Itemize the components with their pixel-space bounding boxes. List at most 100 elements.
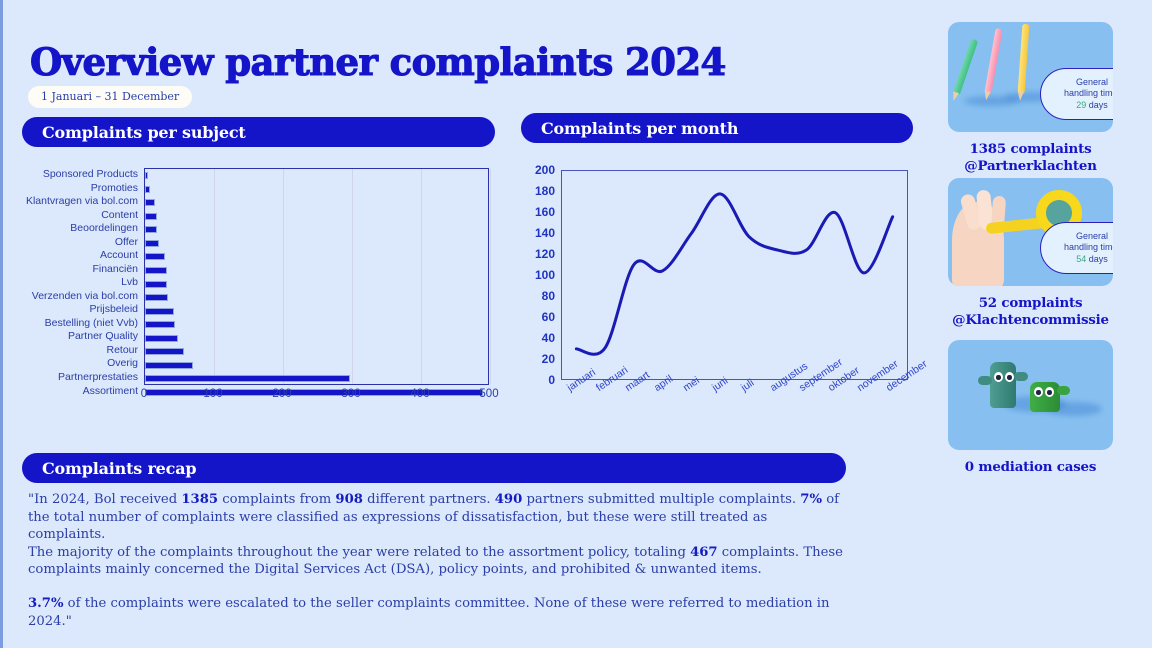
bar-chart-category-label: Assortiment xyxy=(82,384,138,397)
bubble-value-row: 54 days xyxy=(1076,254,1108,266)
cactus-green-icon xyxy=(1030,382,1060,412)
cactus-photo xyxy=(948,340,1113,450)
line-chart-x-axis: januari februari maart april mei juni juli augu… xyxy=(561,356,929,434)
section-header-complaints-per-subject: Complaints per subject xyxy=(22,117,495,147)
recap-stat-total-complaints: 1385 xyxy=(181,492,219,507)
pencil-yellow-icon xyxy=(1017,23,1030,95)
recap-stat-assortment: 467 xyxy=(690,544,718,560)
bar-chart-category-label: Prijsbeleid xyxy=(89,303,138,316)
card-caption-line1: 1385 complaints xyxy=(969,141,1092,157)
line-chart-y-tick: 100 xyxy=(534,268,555,282)
recap-paragraph-3: 3.7% of the complaints were escalated to… xyxy=(28,595,830,629)
section-header-label: Complaints per month xyxy=(541,118,739,138)
card-caption: 52 complaints @Klachtencommissie xyxy=(948,295,1113,329)
bar-chart-bar xyxy=(145,388,484,396)
cactus-teal-icon xyxy=(990,362,1016,408)
bar-chart-category-label: Beoordelingen xyxy=(70,222,138,235)
bar-chart-category-label: Sponsored Products xyxy=(42,168,138,180)
bar-chart-bar xyxy=(145,266,168,274)
bar-chart-x-tick: 300 xyxy=(341,388,361,400)
stat-card-klachtencommissie: General handling time: 54 days 52 compla… xyxy=(948,178,1113,329)
bar-chart-bar-row xyxy=(145,196,488,210)
bar-chart-bar-row xyxy=(145,345,488,359)
line-chart-y-tick: 140 xyxy=(534,226,555,240)
card-caption: 1385 complaints @Partnerklachten xyxy=(948,141,1113,175)
cactus-eye-icon xyxy=(1034,387,1043,397)
line-chart-y-tick: 60 xyxy=(541,310,555,324)
line-chart-y-tick: 160 xyxy=(534,205,555,219)
card-caption-line2: @Partnerklachten xyxy=(964,158,1097,174)
bar-chart-gridline xyxy=(283,169,284,384)
line-chart-y-tick: 120 xyxy=(534,247,555,261)
bar-chart-gridline xyxy=(421,169,422,384)
recap-stat-multiple: 490 xyxy=(494,492,523,507)
cactus-eye-icon xyxy=(1045,387,1054,397)
bar-chart-bar xyxy=(145,212,158,220)
line-chart-y-tick: 20 xyxy=(541,352,555,366)
recap-stat-partners: 908 xyxy=(335,492,363,507)
card-caption-line2: @Klachtencommissie xyxy=(952,312,1109,328)
bar-chart-category-label: Retour xyxy=(106,343,138,356)
bar-chart-bar xyxy=(145,321,176,329)
line-chart-y-tick: 180 xyxy=(534,184,555,198)
bubble-label-line2: handling time: xyxy=(1063,242,1113,253)
bar-chart-bar-row xyxy=(145,183,488,197)
page-title: Overview partner complaints 2024 xyxy=(29,39,726,84)
stat-card-mediation: 0 mediation cases xyxy=(948,340,1113,476)
pencil-green-icon xyxy=(952,38,979,96)
complaints-recap-text: "In 2024, Bol received 1385 complaints f… xyxy=(28,491,848,630)
bar-chart-category-label: Bestelling (niet Vvb) xyxy=(44,316,138,329)
section-header-complaints-per-month: Complaints per month xyxy=(521,113,913,143)
bar-chart-bar-row xyxy=(145,169,488,183)
left-edge-rail xyxy=(0,0,3,648)
section-header-label: Complaints recap xyxy=(42,458,197,478)
bar-chart-bar-row xyxy=(145,372,488,386)
line-chart-y-tick: 80 xyxy=(541,289,555,303)
cactus-eye-icon xyxy=(1005,372,1014,382)
line-chart-plot-area xyxy=(561,170,908,380)
bar-chart-gridline xyxy=(352,169,353,384)
bubble-value-row: 29 days xyxy=(1076,100,1108,112)
date-range-badge: 1 Januari – 31 December xyxy=(28,86,193,108)
bar-chart-bar xyxy=(145,172,148,180)
bar-chart-plot-area xyxy=(144,168,491,396)
bar-chart-bar-row xyxy=(145,386,488,400)
bar-chart-category-label: Content xyxy=(101,208,138,221)
bar-chart-bar-row xyxy=(145,318,488,332)
bar-chart-bar-row xyxy=(145,277,488,291)
bar-chart-bar xyxy=(145,239,160,247)
bar-chart-bar xyxy=(145,280,168,288)
bar-chart-bar xyxy=(145,375,350,383)
line-chart-complaints-per-month: 0 20 40 60 80 100 120 140 160 180 200 januari febru… xyxy=(515,160,929,435)
bubble-label-line2: handling time: xyxy=(1063,88,1113,99)
cactus-arm-icon xyxy=(1014,372,1028,381)
bar-chart-bar-row xyxy=(145,223,488,237)
bar-chart-category-label: Offer xyxy=(114,235,138,248)
handling-time-unit: days xyxy=(1088,253,1108,264)
bar-chart-bar xyxy=(145,253,165,261)
bar-chart-bar xyxy=(145,361,194,369)
bar-chart-category-labels: Sponsored Products Promoties Klantvragen v… xyxy=(0,168,138,398)
bar-chart-category-label: Account xyxy=(100,249,138,262)
line-chart-series-path xyxy=(562,171,907,379)
bar-chart-bar-row xyxy=(145,250,488,264)
bar-chart-bar xyxy=(145,226,158,234)
bar-chart-category-label: Overig xyxy=(107,357,138,370)
card-caption-line1: 52 complaints xyxy=(978,295,1083,311)
bubble-label-line1: General xyxy=(1075,76,1109,87)
pencil-pink-icon xyxy=(984,27,1003,95)
handling-time-unit: days xyxy=(1088,99,1108,110)
handling-time-value: 29 xyxy=(1076,99,1087,110)
bar-chart-bar xyxy=(145,199,155,207)
bar-chart-bar-row xyxy=(145,291,488,305)
bar-chart-bar xyxy=(145,185,150,193)
bar-chart-complaints-per-subject: Sponsored Products Promoties Klantvragen v… xyxy=(0,160,505,415)
bar-chart-category-label: Promoties xyxy=(90,181,138,194)
bar-chart-x-tick: 100 xyxy=(203,388,223,400)
line-chart-y-tick: 0 xyxy=(548,373,555,387)
bar-chart-category-label: Partnerprestaties xyxy=(58,370,138,383)
pencils-photo: General handling time: 29 days xyxy=(948,22,1113,132)
cactus-arm-icon xyxy=(978,376,992,385)
bar-chart-category-label: Klantvragen via bol.com xyxy=(25,195,138,208)
